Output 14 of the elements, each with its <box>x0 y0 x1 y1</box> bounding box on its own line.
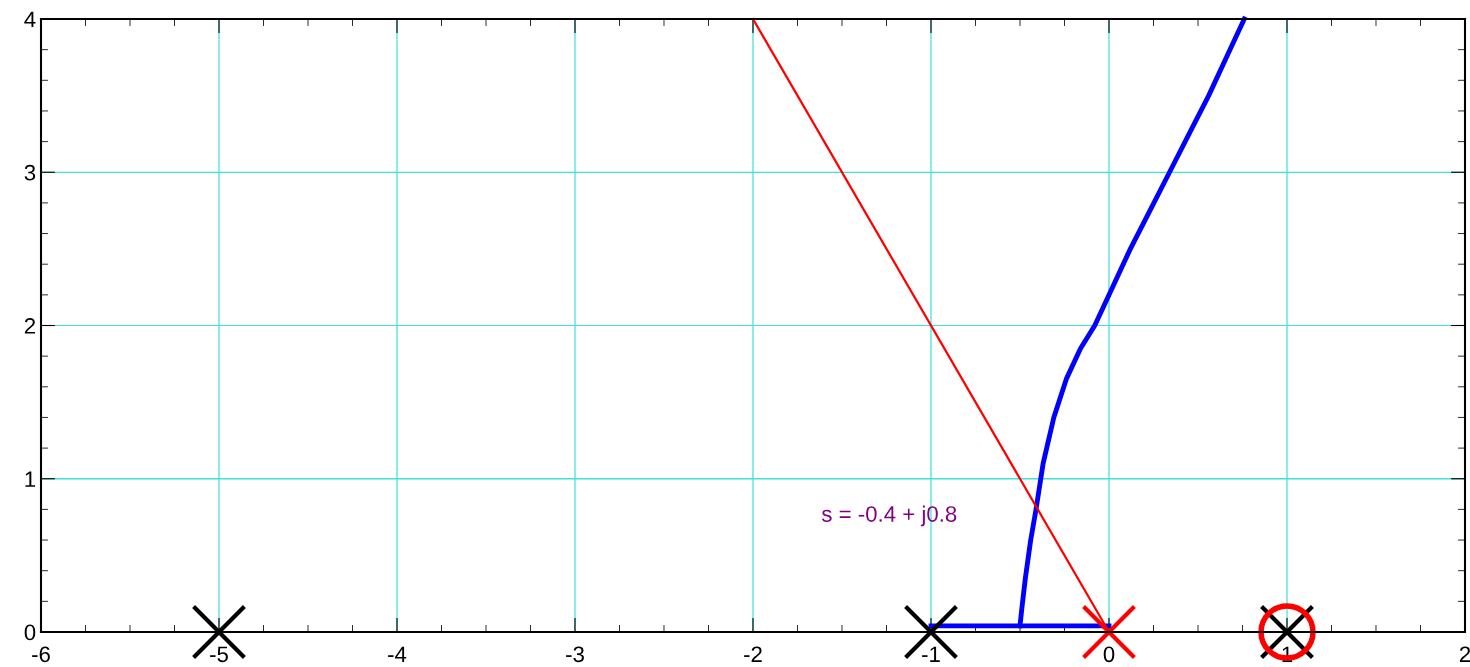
annotation: s = -0.4 + j0.8 <box>821 505 957 527</box>
x-tick-label: -4 <box>388 646 407 662</box>
x-tick-label: 2 <box>1459 646 1470 662</box>
y-tick-label: 4 <box>24 11 36 28</box>
y-tick-label: 3 <box>24 164 36 181</box>
x-tick-label: 0 <box>1103 646 1115 663</box>
x-tick-label: -1 <box>922 646 940 662</box>
y-tick-label: 1 <box>25 471 36 487</box>
x-tick-label: -5 <box>210 646 228 663</box>
x-tick-label: -6 <box>32 646 50 663</box>
y-tick-label: 0 <box>24 624 36 641</box>
x-tick-label: -2 <box>744 646 762 662</box>
x-tick-label: -3 <box>566 646 584 663</box>
y-tick-label: 2 <box>24 318 36 334</box>
